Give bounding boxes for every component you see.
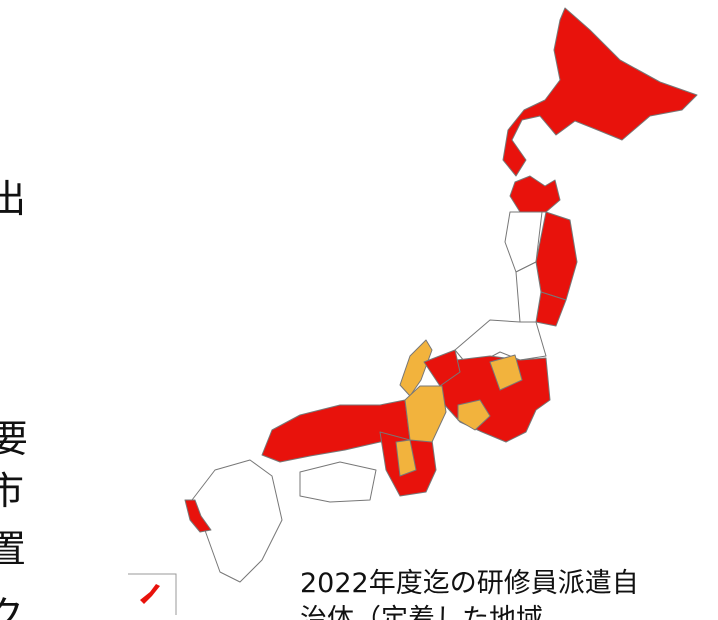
kyushu — [191, 459, 283, 583]
nagasaki — [184, 499, 212, 533]
okinawa — [140, 584, 160, 604]
mie — [395, 439, 417, 477]
iwate — [535, 211, 578, 301]
yamagata — [515, 261, 542, 323]
gifu — [404, 385, 447, 443]
side-text: 出 — [0, 177, 26, 221]
aomori — [509, 175, 561, 213]
hokkaido — [502, 7, 698, 177]
side-text: 置 — [0, 527, 26, 571]
okinawa-inset — [128, 573, 177, 615]
side-text: 要 — [0, 417, 28, 461]
caption: 治体（定着した地域 — [300, 604, 543, 620]
side-text: ク — [0, 593, 24, 620]
side-text: 市 — [0, 469, 24, 513]
japan-map — [184, 7, 698, 583]
toyama — [423, 349, 461, 387]
caption: 2022年度迄の研修員派遣自 — [300, 568, 639, 599]
inset-frame — [128, 573, 177, 615]
gunma — [489, 354, 523, 391]
yamanashi — [457, 399, 491, 431]
shikoku — [299, 461, 377, 503]
